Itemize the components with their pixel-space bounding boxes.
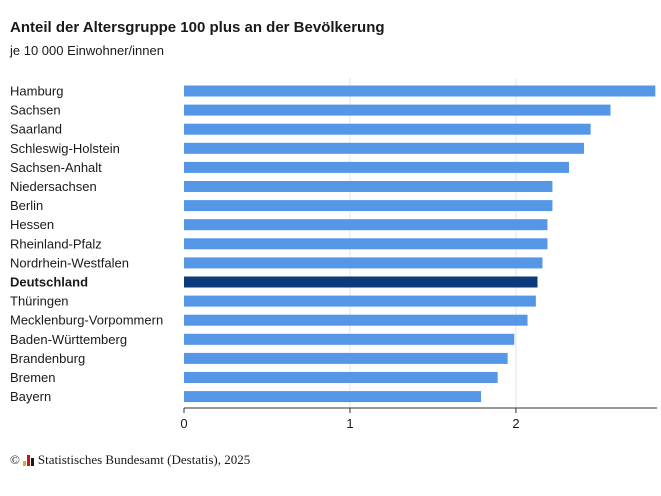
- category-label: Hamburg: [10, 84, 63, 99]
- chart-title: Anteil der Altersgruppe 100 plus an der …: [10, 19, 385, 36]
- category-label: Thüringen: [10, 294, 69, 309]
- category-label: Berlin: [10, 198, 43, 213]
- bar: [184, 219, 548, 231]
- bar: [184, 181, 553, 192]
- category-label: Brandenburg: [10, 351, 85, 366]
- x-tick-label: 0: [180, 416, 187, 431]
- bar: [184, 314, 528, 326]
- bar: [184, 352, 508, 364]
- bar: [184, 142, 584, 154]
- category-label: Saarland: [10, 122, 62, 137]
- bar-chart: 0 1 2 Hamburg Sachsen Saarland Schleswig-Holst…: [10, 78, 657, 431]
- bar: [184, 295, 536, 307]
- category-label: Mecklenburg-Vorpommern: [10, 313, 163, 328]
- category-label: Bayern: [10, 389, 51, 404]
- chart-subtitle: je 10 000 Einwohner/innen: [10, 43, 164, 58]
- category-label: Nordrhein-Westfalen: [10, 255, 129, 270]
- copyright-symbol: ©: [10, 452, 20, 467]
- bar: [184, 161, 570, 173]
- category-label: Sachsen-Anhalt: [10, 160, 102, 175]
- source-text: Statistisches Bundesamt (Destatis), 2025: [37, 452, 251, 467]
- x-tick-label: 1: [346, 416, 353, 431]
- bar: [184, 85, 656, 97]
- bar: [184, 391, 482, 403]
- bar: [184, 333, 515, 345]
- category-label: Hessen: [10, 217, 54, 232]
- bar: [184, 238, 548, 250]
- destatis-logo-icon: [22, 454, 34, 466]
- bar: [184, 123, 591, 135]
- x-tick-label: 2: [512, 416, 519, 431]
- bar: [184, 257, 543, 269]
- bar: [184, 104, 611, 116]
- category-label: Schleswig-Holstein: [10, 141, 120, 156]
- category-label: Niedersachsen: [10, 179, 97, 194]
- bar-highlight: [184, 276, 538, 288]
- category-label: Rheinland-Pfalz: [10, 236, 102, 251]
- bar: [184, 372, 498, 383]
- source-note: © Statistisches Bundesamt (Destatis), 20…: [10, 452, 250, 468]
- category-label: Baden-Württemberg: [10, 332, 127, 347]
- category-label: Deutschland: [10, 275, 88, 290]
- category-label: Sachsen: [10, 103, 61, 118]
- category-label: Bremen: [10, 370, 56, 385]
- bar: [184, 200, 553, 212]
